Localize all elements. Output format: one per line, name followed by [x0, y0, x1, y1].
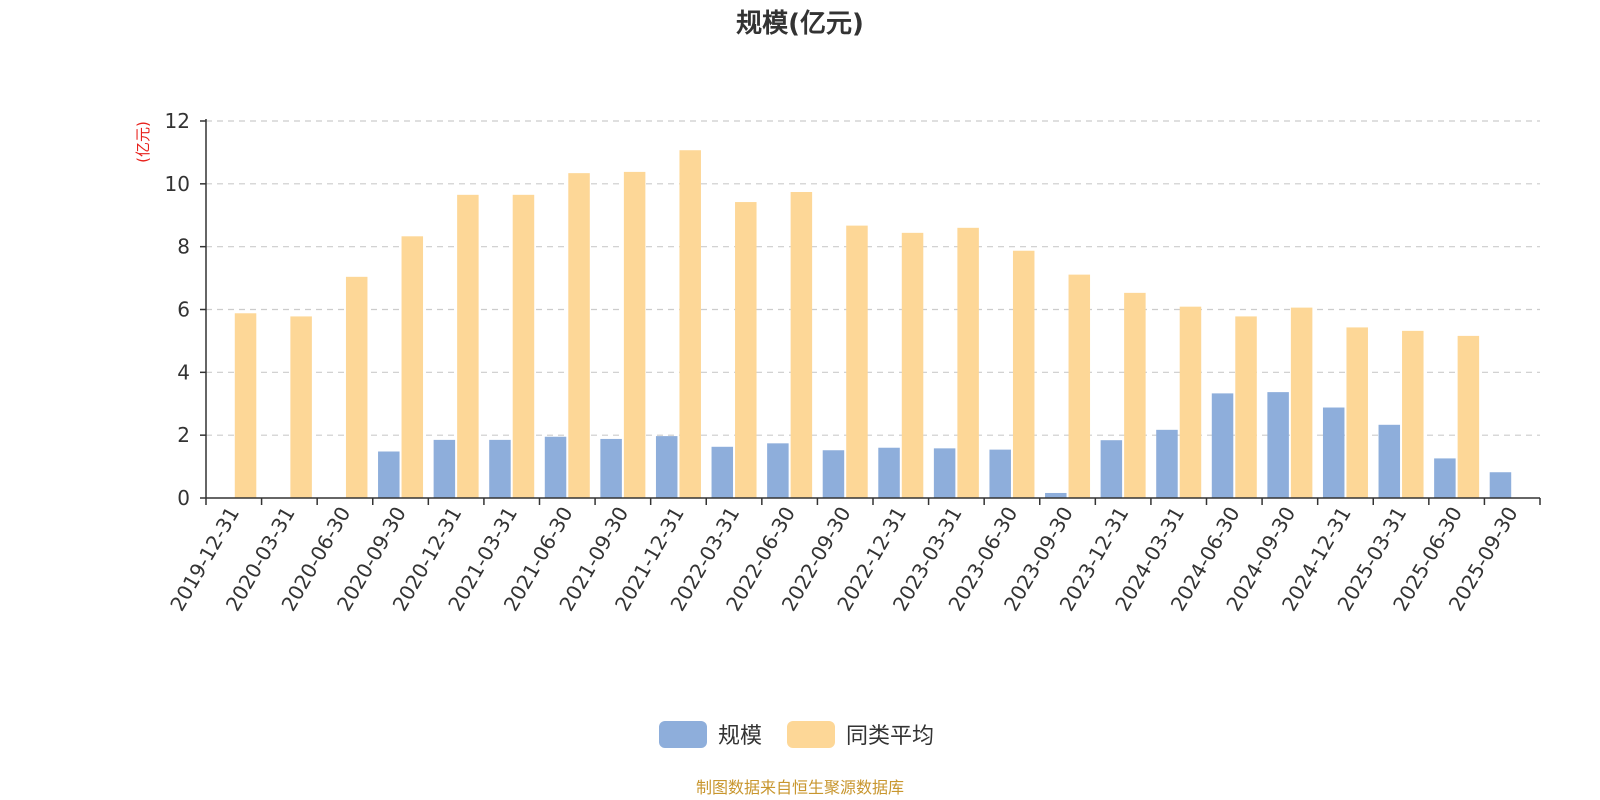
y-tick-label: 10	[165, 172, 190, 196]
bar-scale-2022-09-30	[822, 450, 845, 498]
bar-category-average-2020-12-31	[457, 194, 479, 498]
y-axis-ticks: 0 2 4 6 8 10 12	[165, 109, 206, 510]
grid-lines	[206, 120, 1540, 436]
bar-scale-2021-06-30	[544, 436, 567, 498]
bar-scale-2025-03-31	[1378, 424, 1401, 498]
bar-scale-2025-09-30	[1489, 472, 1512, 498]
bar-scale-2024-06-30	[1211, 393, 1234, 498]
bar-scale-2021-09-30	[600, 438, 622, 498]
bar-category-average-2020-03-31	[290, 316, 312, 498]
bar-scale-2023-06-30	[989, 449, 1011, 498]
legend-label-category-average[interactable]: 同类平均	[846, 724, 934, 749]
bar-category-average-2019-12-31	[234, 313, 257, 498]
bar-category-average-2021-03-31	[512, 194, 535, 498]
x-axis-ticks: 2019-12-312020-03-312020-06-302020-09-30…	[165, 498, 1541, 615]
bar-category-average-2023-03-31	[957, 227, 979, 499]
bar-scale-2020-09-30	[378, 451, 400, 498]
bar-scale-2022-12-31	[878, 447, 900, 498]
bar-category-average-2022-09-30	[846, 225, 868, 498]
bar-category-average-2021-09-30	[623, 171, 646, 498]
bar-scale-2023-09-30	[1045, 492, 1067, 498]
bar-category-average-2024-12-31	[1346, 327, 1368, 498]
bar-category-average-2025-06-30	[1457, 335, 1480, 498]
bar-scale-2022-06-30	[767, 443, 789, 498]
bar-scale-2021-12-31	[655, 436, 678, 498]
bar-scale-2021-03-31	[489, 439, 511, 498]
chart-title: 规模(亿元)	[736, 9, 864, 39]
bar-category-average-2021-06-30	[568, 173, 590, 498]
bar-scale-2024-09-30	[1267, 392, 1289, 498]
legend: 规模 同类平均	[659, 721, 934, 749]
y-tick-label: 8	[177, 235, 190, 259]
y-tick-label: 2	[177, 423, 190, 447]
bar-category-average-2024-06-30	[1235, 316, 1257, 498]
bar-scale-2023-12-31	[1100, 440, 1123, 498]
bar-category-average-2022-06-30	[790, 192, 813, 499]
bar-category-average-2021-12-31	[679, 150, 701, 498]
bar-scale-2023-03-31	[933, 448, 956, 498]
bar-category-average-2023-09-30	[1068, 274, 1091, 498]
bar-scale-2025-06-30	[1434, 458, 1456, 498]
bars	[234, 150, 1512, 499]
y-tick-label: 0	[177, 486, 190, 510]
bar-category-average-2023-06-30	[1012, 250, 1035, 498]
bar-category-average-2022-03-31	[735, 202, 757, 498]
source-note: 制图数据来自恒生聚源数据库	[696, 778, 904, 797]
legend-swatch-scale[interactable]	[659, 721, 707, 748]
bar-category-average-2020-06-30	[345, 276, 368, 498]
y-tick-label: 4	[177, 360, 190, 384]
bar-category-average-2020-09-30	[401, 236, 424, 498]
legend-swatch-category-average[interactable]	[787, 721, 835, 748]
bar-category-average-2025-03-31	[1402, 330, 1424, 498]
bar-category-average-2023-12-31	[1124, 292, 1146, 498]
bar-category-average-2024-09-30	[1290, 307, 1313, 498]
y-tick-label: 6	[177, 298, 190, 322]
bar-scale-2020-12-31	[433, 439, 456, 498]
legend-label-scale[interactable]: 规模	[718, 724, 762, 749]
bar-scale-2024-12-31	[1322, 407, 1345, 498]
y-axis-unit-label: (亿元)	[134, 121, 152, 163]
bar-scale-2022-03-31	[711, 446, 734, 498]
bar-category-average-2024-03-31	[1179, 306, 1202, 498]
bar-scale-2024-03-31	[1156, 429, 1178, 498]
bar-category-average-2022-12-31	[901, 232, 924, 499]
y-tick-label: 12	[165, 109, 190, 133]
